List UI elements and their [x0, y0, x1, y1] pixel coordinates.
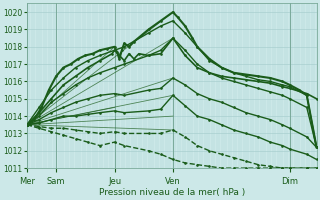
X-axis label: Pression niveau de la mer( hPa ): Pression niveau de la mer( hPa ) — [99, 188, 245, 197]
